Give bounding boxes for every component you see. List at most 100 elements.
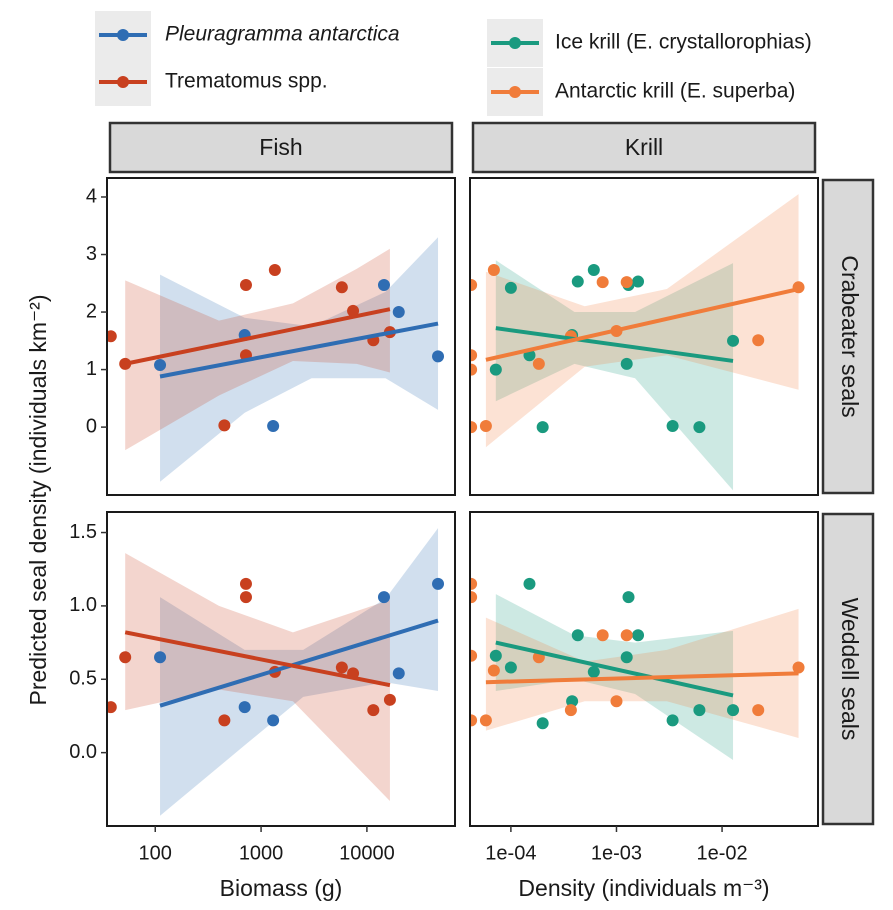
y-tick-label: 2 (86, 300, 97, 322)
x-tick-label: 10000 (339, 842, 395, 864)
point (532, 357, 545, 370)
confidence-band (160, 528, 439, 816)
point (666, 714, 679, 727)
legend-label: Pleuragramma antarctica (165, 23, 400, 46)
point (367, 704, 380, 717)
strip-label: Weddell seals (837, 598, 863, 741)
strip (471, 121, 817, 174)
point (620, 357, 633, 370)
point (470, 421, 478, 434)
y-tick-label: 1.5 (69, 521, 97, 543)
point (218, 419, 231, 432)
legend-point (117, 76, 129, 88)
point (596, 629, 609, 642)
point (383, 693, 396, 706)
point (622, 591, 635, 604)
point (536, 421, 549, 434)
point (267, 714, 280, 727)
x-tick-label: 1e-02 (696, 842, 747, 864)
point (752, 704, 765, 717)
point (377, 279, 390, 292)
confidence-band (160, 237, 439, 482)
legend-point (509, 37, 521, 49)
point (335, 281, 348, 294)
point (470, 279, 478, 292)
point (432, 350, 445, 363)
point (267, 419, 280, 432)
x-axis-title: Density (individuals m⁻³) (518, 875, 769, 901)
point (238, 701, 251, 714)
fit-line (124, 630, 391, 688)
fit-line (495, 640, 734, 698)
point (620, 651, 633, 664)
x-tick-label: 1e-04 (485, 842, 536, 864)
point (107, 701, 117, 714)
strip-label: Fish (259, 134, 302, 160)
fit-line (485, 287, 799, 362)
point (571, 275, 584, 288)
point (470, 577, 478, 590)
strip (821, 178, 875, 495)
point (470, 714, 478, 727)
fit-line (495, 326, 734, 363)
point (239, 279, 252, 292)
point (792, 661, 805, 674)
fit-line (159, 321, 439, 379)
panel-border (469, 177, 819, 496)
panel (107, 528, 445, 816)
point (620, 276, 633, 289)
point (487, 664, 500, 677)
point (489, 363, 502, 376)
point (392, 306, 405, 319)
panel-border (106, 511, 456, 827)
point (666, 419, 679, 432)
y-tick-label: 3 (86, 243, 97, 265)
strip (108, 121, 454, 174)
y-tick-label: 1.0 (69, 594, 97, 616)
point (489, 649, 502, 662)
confidence-band (125, 248, 390, 451)
point (727, 334, 740, 347)
point (596, 276, 609, 289)
y-tick-label: 0.0 (69, 741, 97, 763)
y-tick-label: 0.5 (69, 668, 97, 690)
panel-border (106, 177, 456, 496)
point (693, 421, 706, 434)
point (119, 651, 132, 664)
strip (821, 512, 875, 826)
x-tick-label: 1e-03 (591, 842, 642, 864)
y-tick-label: 0 (86, 415, 97, 437)
x-tick-label: 100 (139, 842, 172, 864)
legend-point (509, 86, 521, 98)
y-tick-label: 1 (86, 358, 97, 380)
point (504, 661, 517, 674)
point (587, 665, 600, 678)
panel (470, 194, 805, 491)
y-tick-label: 4 (86, 185, 97, 207)
point (693, 704, 706, 717)
strip-label: Krill (625, 134, 663, 160)
strip-label: Crabeater seals (837, 255, 863, 417)
point (470, 349, 478, 362)
point (587, 264, 600, 277)
point (727, 704, 740, 717)
confidence-band (485, 194, 799, 448)
point (107, 330, 117, 343)
point (523, 577, 536, 590)
x-axis-title: Biomass (g) (220, 875, 343, 901)
point (154, 651, 167, 664)
x-tick-label: 1000 (239, 842, 284, 864)
legend-point (117, 29, 129, 41)
legend-label: Trematomus spp. (165, 70, 328, 93)
panel (107, 237, 445, 482)
point (218, 714, 231, 727)
panel-border (469, 511, 819, 827)
point (752, 334, 765, 347)
point (479, 714, 492, 727)
fit-line (159, 618, 439, 708)
legend-label: Ice krill (E. crystallorophias) (555, 31, 812, 54)
point (377, 591, 390, 604)
point (479, 419, 492, 432)
point (620, 629, 633, 642)
